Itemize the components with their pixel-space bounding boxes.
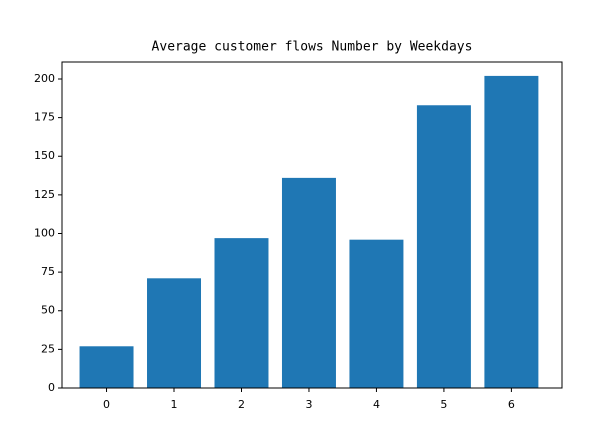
bar: [214, 238, 269, 388]
y-tick-label: 25: [41, 342, 55, 355]
y-tick-label: 125: [34, 188, 55, 201]
x-tick-label: 6: [508, 398, 515, 411]
x-tick-label: 0: [103, 398, 110, 411]
bar: [79, 346, 134, 388]
y-tick-label: 175: [34, 111, 55, 124]
chart-title: Average customer flows Number by Weekday…: [152, 40, 473, 55]
y-tick-label: 50: [41, 304, 55, 317]
x-tick-label: 3: [305, 398, 312, 411]
y-tick-label: 100: [34, 226, 55, 239]
bar: [281, 177, 336, 388]
x-tick-label: 4: [373, 398, 380, 411]
y-tick-label: 75: [41, 265, 55, 278]
bar: [416, 105, 471, 388]
x-tick-label: 1: [171, 398, 178, 411]
y-tick-label: 0: [48, 381, 55, 394]
plot-frame: [61, 61, 563, 389]
bar: [147, 278, 202, 388]
bar: [349, 239, 404, 388]
x-tick-label: 5: [440, 398, 447, 411]
bar: [484, 75, 539, 388]
y-tick-label: 200: [34, 72, 55, 85]
x-tick-label: 2: [238, 398, 245, 411]
y-tick-label: 150: [34, 149, 55, 162]
